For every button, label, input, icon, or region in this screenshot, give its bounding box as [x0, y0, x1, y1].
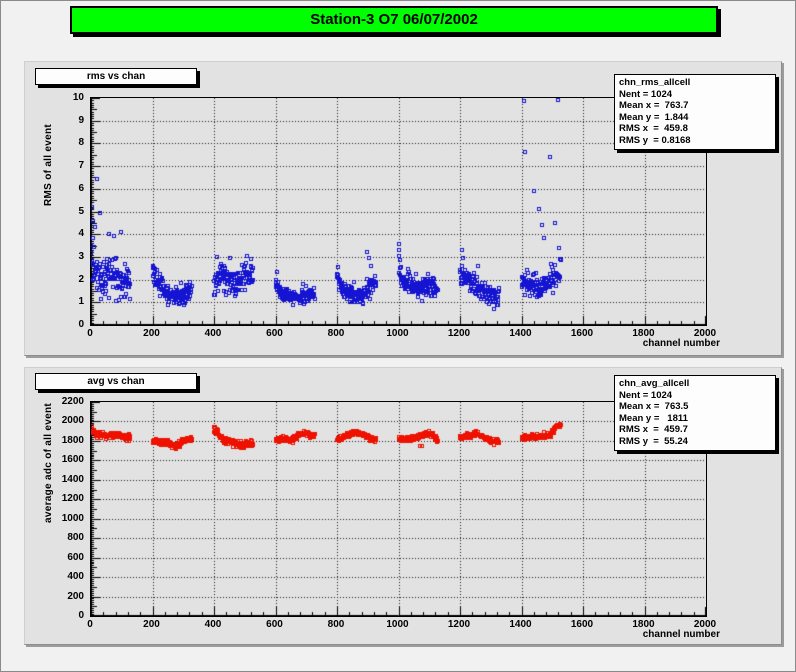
- x-tick-label: 600: [266, 619, 283, 630]
- avg-x-axis-title: channel number: [642, 629, 720, 640]
- rms-x-axis-title: channel number: [642, 338, 720, 349]
- x-tick-label: 0: [87, 619, 93, 630]
- stats-rms-x: RMS x = 459.7: [619, 424, 688, 436]
- stats-hist-name: chn_rms_allcell: [619, 77, 691, 88]
- stats-rms-y: RMS y = 55.24: [619, 435, 688, 447]
- x-tick-label: 0: [87, 328, 93, 339]
- x-tick-label: 1000: [386, 619, 409, 630]
- stats-mean-x: Mean x = 763.7: [619, 100, 689, 112]
- x-tick-label: 1400: [509, 328, 532, 339]
- stats-entries: Nent = 1024: [619, 88, 678, 100]
- y-tick-label: 2200: [61, 396, 84, 407]
- x-tick-label: 1800: [632, 328, 655, 339]
- x-tick-label: 600: [266, 328, 283, 339]
- y-tick-label: 1000: [61, 512, 84, 524]
- stats-rms-x: RMS x = 459.8: [619, 123, 688, 135]
- y-tick-label: 2000: [61, 415, 84, 427]
- x-tick-label: 1200: [447, 619, 471, 630]
- rms-plot-title: rms vs chan: [86, 71, 146, 82]
- x-tick-label: 400: [204, 328, 222, 339]
- stats-mean-y: Mean y = 1811: [619, 412, 688, 424]
- rms-stats-box[interactable]: chn_rms_allcell Nent = 1024 Mean x = 763…: [614, 74, 776, 150]
- x-tick-label: 200: [143, 619, 160, 630]
- y-tick-label: 200: [67, 590, 84, 602]
- x-tick-label: 800: [327, 328, 345, 339]
- rms-title-pave[interactable]: rms vs chan: [35, 68, 197, 85]
- stats-mean-y: Mean y = 1.844: [619, 111, 689, 123]
- y-tick-label: 600: [67, 551, 84, 563]
- y-tick-label: 9: [78, 114, 84, 126]
- rms-scatter-plot-area[interactable]: [90, 97, 707, 326]
- x-tick-label: 400: [204, 619, 222, 630]
- y-tick-label: 1200: [61, 493, 84, 505]
- x-tick-label: 1600: [570, 328, 594, 339]
- x-tick-label: 2000: [693, 619, 717, 630]
- y-tick-label: 8: [78, 137, 84, 149]
- x-tick-label: 1000: [386, 328, 409, 339]
- y-tick-label: 0: [78, 610, 84, 621]
- y-tick-label: 2: [78, 273, 84, 285]
- x-tick-label: 1800: [632, 619, 655, 630]
- y-tick-label: 0: [78, 319, 84, 330]
- x-tick-label: 200: [143, 328, 160, 339]
- canvas-title-text: Station-3 O7 06/07/2002: [310, 11, 478, 28]
- y-tick-label: 1600: [61, 454, 84, 466]
- y-tick-label: 1800: [61, 434, 84, 446]
- y-tick-label: 3: [78, 250, 84, 262]
- y-tick-label: 800: [67, 532, 84, 544]
- canvas-title-pave[interactable]: Station-3 O7 06/07/2002: [70, 6, 718, 34]
- y-tick-label: 4: [78, 228, 84, 240]
- x-tick-label: 800: [327, 619, 345, 630]
- x-tick-label: 1200: [447, 328, 471, 339]
- stats-mean-x: Mean x = 763.5: [619, 401, 689, 413]
- x-tick-label: 2000: [693, 328, 717, 339]
- pad-rms-vs-chan: rms vs chan chn_rms_allcell Nent = 1024 …: [24, 61, 782, 356]
- y-tick-label: 10: [72, 92, 84, 103]
- avg-stats-box[interactable]: chn_avg_allcell Nent = 1024 Mean x = 763…: [614, 375, 776, 451]
- avg-title-pave[interactable]: avg vs chan: [35, 373, 197, 390]
- y-tick-label: 1400: [61, 473, 84, 485]
- stats-entries: Nent = 1024: [619, 389, 678, 401]
- avg-scatter-plot-area[interactable]: [90, 401, 707, 617]
- y-tick-label: 7: [78, 160, 84, 172]
- y-tick-label: 1: [78, 296, 84, 308]
- avg-plot-title: avg vs chan: [87, 376, 145, 387]
- y-tick-label: 6: [78, 182, 84, 194]
- y-tick-label: 400: [67, 571, 84, 583]
- x-tick-label: 1400: [509, 619, 532, 630]
- pad-avg-vs-chan: avg vs chan chn_avg_allcell Nent = 1024 …: [24, 367, 782, 645]
- stats-hist-name: chn_avg_allcell: [619, 378, 690, 389]
- y-tick-label: 5: [78, 205, 84, 217]
- stats-rms-y: RMS y = 0.8168: [619, 134, 691, 146]
- x-tick-label: 1600: [570, 619, 594, 630]
